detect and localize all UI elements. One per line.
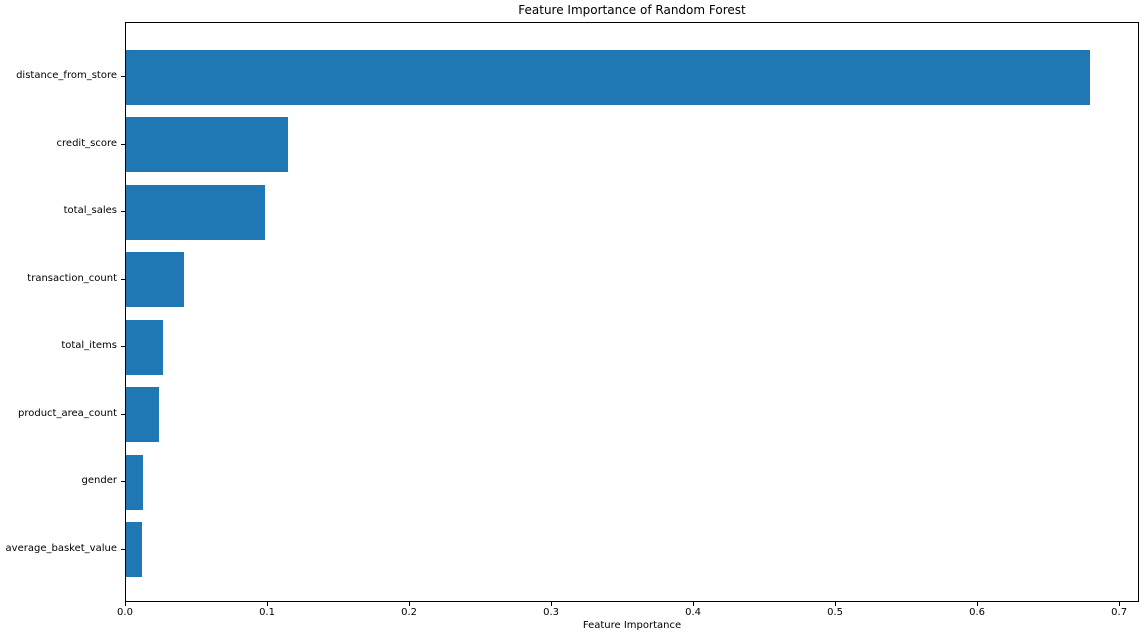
- y-tick-label: product_area_count: [18, 407, 117, 419]
- x-tick-label: 0.2: [401, 607, 417, 618]
- x-tick-label: 0.5: [827, 607, 844, 618]
- y-tick-label: credit_score: [56, 137, 117, 149]
- bar-credit_score: [126, 117, 288, 172]
- x-tick-label: 0.3: [543, 607, 559, 618]
- y-tick-label: transaction_count: [27, 272, 117, 284]
- y-tick: [121, 278, 125, 280]
- y-tick: [121, 143, 125, 145]
- bar-average_basket_value: [126, 522, 142, 577]
- y-tick-label: total_sales: [63, 205, 117, 216]
- bar-gender: [126, 454, 143, 510]
- x-tick-label: 0.4: [685, 607, 702, 618]
- y-tick: [121, 211, 125, 212]
- bar-total_sales: [126, 184, 265, 240]
- bar-distance_from_store: [126, 49, 1090, 105]
- y-tick: [121, 76, 125, 77]
- y-tick-label: distance_from_store: [16, 70, 117, 81]
- y-tick-label: average_basket_value: [5, 542, 117, 554]
- x-tick: [977, 602, 979, 606]
- bar-total_items: [126, 319, 163, 375]
- x-tick: [551, 602, 553, 606]
- bar-product_area_count: [126, 387, 159, 442]
- y-tick-label: gender: [81, 475, 117, 486]
- x-tick: [835, 602, 837, 606]
- x-tick: [125, 602, 126, 606]
- y-tick: [121, 413, 125, 415]
- chart-title: Feature Importance of Random Forest: [518, 3, 746, 17]
- plot-area: [125, 22, 1139, 602]
- x-tick-label: 0.1: [259, 607, 275, 618]
- x-tick: [693, 602, 695, 606]
- x-tick-label: 0.7: [1111, 607, 1128, 618]
- x-tick-label: 0.6: [969, 607, 986, 618]
- x-axis-label: Feature Importance: [582, 620, 682, 631]
- x-tick: [409, 602, 411, 606]
- y-tick: [121, 481, 125, 482]
- y-tick-label: total_items: [61, 340, 117, 351]
- x-tick-label: 0.0: [117, 607, 133, 618]
- y-tick: [121, 548, 125, 550]
- x-tick: [267, 602, 269, 606]
- bar-transaction_count: [126, 252, 185, 307]
- y-tick: [121, 346, 125, 347]
- x-tick: [1119, 602, 1121, 606]
